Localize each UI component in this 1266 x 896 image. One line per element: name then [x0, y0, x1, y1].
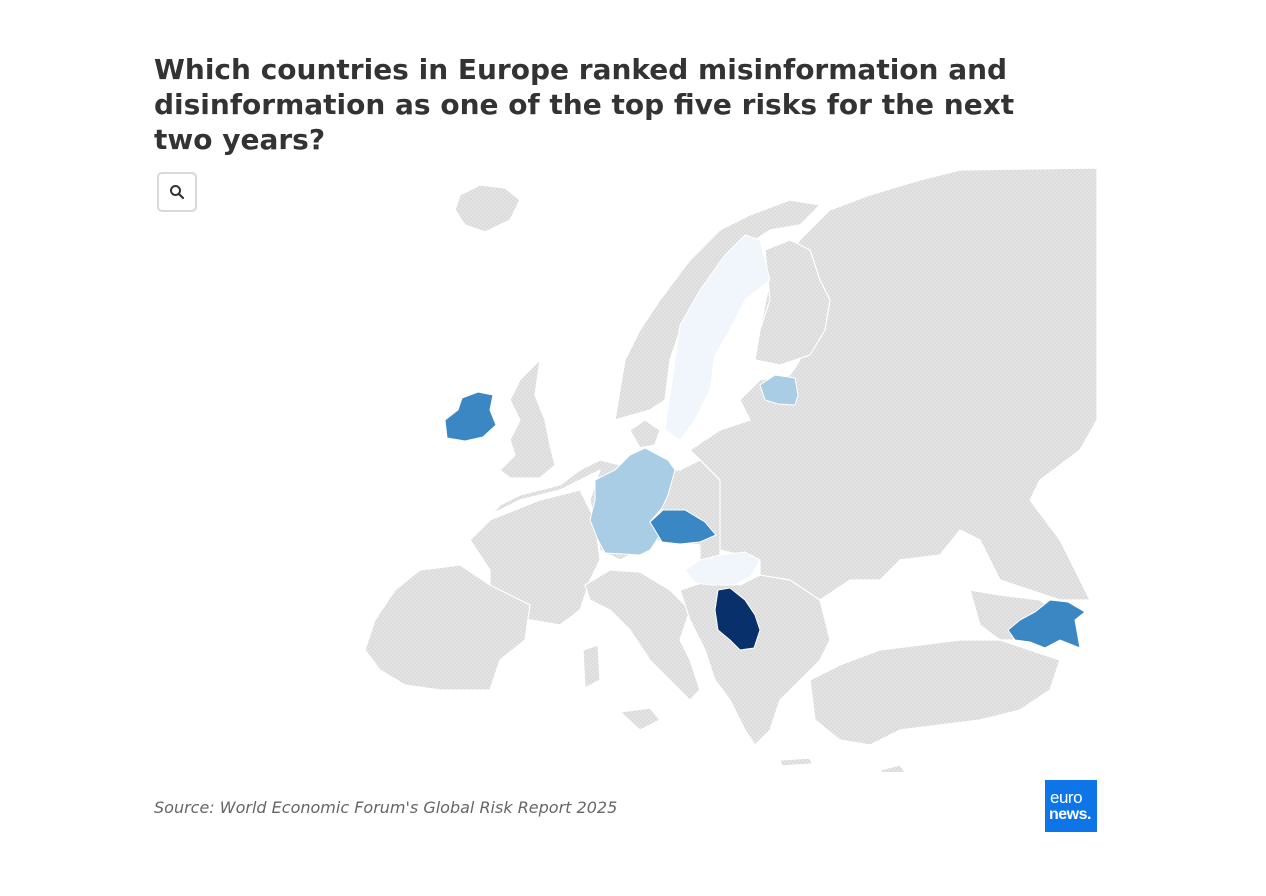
euronews-logo[interactable]: euro news.: [1045, 780, 1097, 832]
land-italy: [584, 569, 701, 701]
land-norway: [614, 199, 822, 421]
country-hungary[interactable]: [684, 551, 761, 586]
country-czechia[interactable]: [649, 509, 717, 545]
chart-title: Which countries in Europe ranked misinfo…: [154, 53, 1015, 156]
land-turkey: [809, 639, 1061, 746]
highlighted-countries: [444, 234, 1086, 651]
land-iberia: [364, 564, 531, 691]
land-cyprus: [878, 764, 906, 772]
country-serbia[interactable]: [714, 587, 761, 651]
land-sardinia: [582, 644, 601, 689]
source-note: Source: World Economic Forum's Global Ri…: [154, 798, 618, 817]
zoom-button[interactable]: [157, 172, 197, 212]
country-sweden[interactable]: [664, 234, 771, 441]
logo-line-2: news.: [1049, 806, 1091, 823]
land-iceland: [454, 184, 521, 233]
logo-line-1: euro: [1050, 788, 1083, 807]
country-ireland[interactable]: [444, 391, 497, 442]
land-balkans: [679, 574, 831, 746]
country-estonia[interactable]: [759, 374, 799, 406]
land-finland: [754, 239, 831, 366]
land-denmark: [629, 419, 661, 449]
land-crete: [779, 757, 813, 767]
land-britain: [499, 358, 556, 479]
europe-map[interactable]: [154, 168, 1097, 772]
land-sicily: [618, 707, 661, 731]
search-icon: [170, 185, 185, 200]
country-azerbaijan[interactable]: [1007, 599, 1086, 649]
